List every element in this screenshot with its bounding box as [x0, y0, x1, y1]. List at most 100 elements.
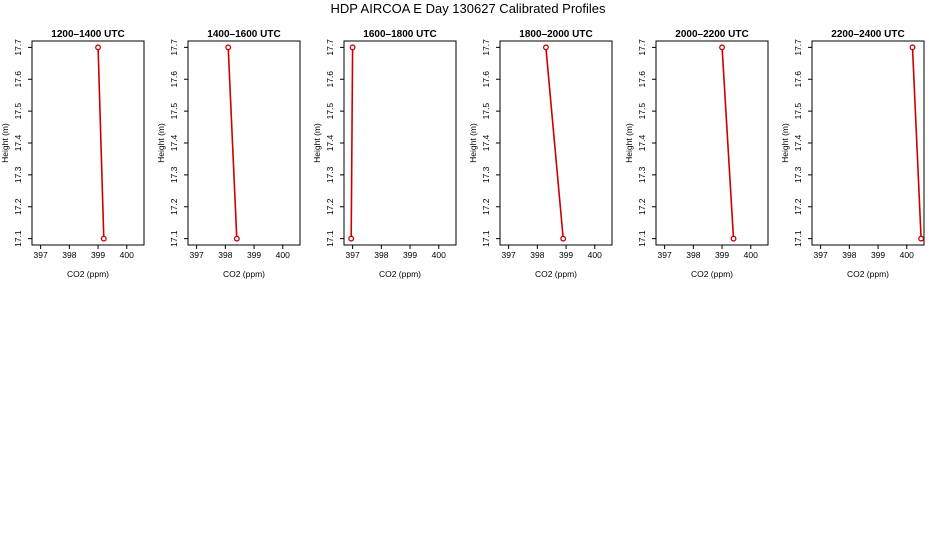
- data-point: [730, 235, 737, 242]
- profile-line: [911, 47, 922, 239]
- y-tick-label: 17.4: [325, 134, 335, 151]
- y-tick-label: 17.6: [325, 71, 335, 88]
- y-tick-label: 17.2: [325, 198, 335, 215]
- y-tick-label: 17.5: [325, 103, 335, 120]
- page-title: HDP AIRCOA E Day 130627 Calibrated Profi…: [330, 1, 606, 16]
- plot-frame: [187, 40, 301, 246]
- data-point: [225, 44, 232, 51]
- panel-title: 2200–2400 UTC: [831, 29, 904, 40]
- data-point: [233, 235, 240, 242]
- y-tick-label: 17.2: [169, 198, 179, 215]
- profile-line: [545, 47, 564, 239]
- x-tick-label: 400: [588, 250, 602, 260]
- y-axis-label: Height (m): [156, 123, 166, 163]
- y-tick-label: 17.6: [793, 71, 803, 88]
- profile-line: [97, 47, 105, 239]
- x-tick-label: 399: [403, 250, 417, 260]
- y-axis-label: Height (m): [468, 123, 478, 163]
- data-point: [95, 44, 102, 51]
- x-tick-label: 397: [190, 250, 204, 260]
- y-tick-label: 17.6: [169, 71, 179, 88]
- x-axis-label: CO2 (ppm): [223, 269, 265, 279]
- x-tick-label: 398: [374, 250, 388, 260]
- data-point: [348, 235, 355, 242]
- panel-2: 1400–1600 UTC 397 398 399 400 CO2 (ppm) 17.1 17…: [156, 29, 301, 279]
- x-tick-label: 400: [900, 250, 914, 260]
- panel-1: 1200–1400 UTC 397 398 399 400 CO2 (ppm) 17.1 17…: [0, 29, 145, 279]
- data-point: [349, 44, 356, 51]
- y-tick-label: 17.5: [169, 103, 179, 120]
- x-axis-label: CO2 (ppm): [535, 269, 577, 279]
- panel-4: 1800–2000 UTC 397 398 399 400 CO2 (ppm) 17.1 17…: [468, 29, 613, 279]
- panel-3: 1600–1800 UTC 397 398 399 400 CO2 (ppm) 17.1 17…: [312, 29, 457, 279]
- y-tick-label: 17.6: [13, 71, 23, 88]
- panel-title: 2000–2200 UTC: [675, 29, 748, 40]
- profile-line: [350, 47, 354, 239]
- y-tick-label: 17.4: [637, 134, 647, 151]
- x-tick-label: 399: [871, 250, 885, 260]
- x-tick-label: 397: [34, 250, 48, 260]
- data-point: [542, 44, 549, 51]
- x-tick-label: 398: [842, 250, 856, 260]
- y-tick-label: 17.2: [481, 198, 491, 215]
- y-tick-label: 17.5: [13, 103, 23, 120]
- x-axis-label: CO2 (ppm): [691, 269, 733, 279]
- y-tick-label: 17.1: [481, 230, 491, 247]
- panel-title: 1800–2000 UTC: [519, 29, 592, 40]
- x-axis-label: CO2 (ppm): [67, 269, 109, 279]
- x-tick-label: 400: [120, 250, 134, 260]
- y-tick-label: 17.3: [793, 166, 803, 183]
- plot-frame: [655, 40, 769, 246]
- data-point: [909, 44, 916, 51]
- x-axis-label: CO2 (ppm): [379, 269, 421, 279]
- plot-frame: [31, 40, 145, 246]
- y-tick-label: 17.4: [13, 134, 23, 151]
- y-tick-label: 17.2: [637, 198, 647, 215]
- y-tick-label: 17.5: [793, 103, 803, 120]
- y-tick-label: 17.7: [13, 39, 23, 56]
- y-tick-label: 17.4: [169, 134, 179, 151]
- y-axis-label: Height (m): [312, 123, 322, 163]
- profile-charts: 1200–1400 UTC 397 398 399 400 CO2 (ppm) 17.1 17…: [0, 29, 925, 279]
- y-tick-label: 17.4: [793, 134, 803, 151]
- profile-line: [721, 47, 735, 239]
- y-tick-label: 17.5: [637, 103, 647, 120]
- panel-title: 1600–1800 UTC: [363, 29, 436, 40]
- y-tick-label: 17.7: [325, 39, 335, 56]
- x-tick-label: 399: [91, 250, 105, 260]
- y-tick-label: 17.2: [13, 198, 23, 215]
- y-tick-label: 17.2: [793, 198, 803, 215]
- y-tick-label: 17.3: [325, 166, 335, 183]
- y-tick-label: 17.1: [793, 230, 803, 247]
- data-point: [918, 235, 925, 242]
- x-tick-label: 398: [530, 250, 544, 260]
- y-axis-label: Height (m): [780, 123, 790, 163]
- plot-frame: [811, 40, 925, 246]
- data-point: [719, 44, 726, 51]
- y-tick-label: 17.5: [481, 103, 491, 120]
- y-tick-label: 17.7: [793, 39, 803, 56]
- y-tick-label: 17.3: [637, 166, 647, 183]
- y-tick-label: 17.7: [637, 39, 647, 56]
- x-tick-label: 398: [62, 250, 76, 260]
- x-tick-label: 397: [346, 250, 360, 260]
- x-tick-label: 398: [218, 250, 232, 260]
- x-tick-label: 397: [814, 250, 828, 260]
- x-tick-label: 399: [559, 250, 573, 260]
- y-tick-label: 17.3: [481, 166, 491, 183]
- data-point: [560, 235, 567, 242]
- panel-title: 1200–1400 UTC: [51, 29, 124, 40]
- x-axis-label: CO2 (ppm): [847, 269, 889, 279]
- plot-frame: [499, 40, 613, 246]
- panel-6: 2200–2400 UTC 397 398 399 400 CO2 (ppm) 17.1 17…: [780, 29, 925, 279]
- profile-line: [227, 47, 238, 239]
- y-tick-label: 17.1: [325, 230, 335, 247]
- y-tick-label: 17.4: [481, 134, 491, 151]
- panel-5: 2000–2200 UTC 397 398 399 400 CO2 (ppm) 17.1 17…: [624, 29, 769, 279]
- x-tick-label: 398: [686, 250, 700, 260]
- y-tick-label: 17.1: [637, 230, 647, 247]
- plot-frame: [343, 40, 457, 246]
- y-axis-label: Height (m): [0, 123, 10, 163]
- x-tick-label: 400: [276, 250, 290, 260]
- x-tick-label: 399: [247, 250, 261, 260]
